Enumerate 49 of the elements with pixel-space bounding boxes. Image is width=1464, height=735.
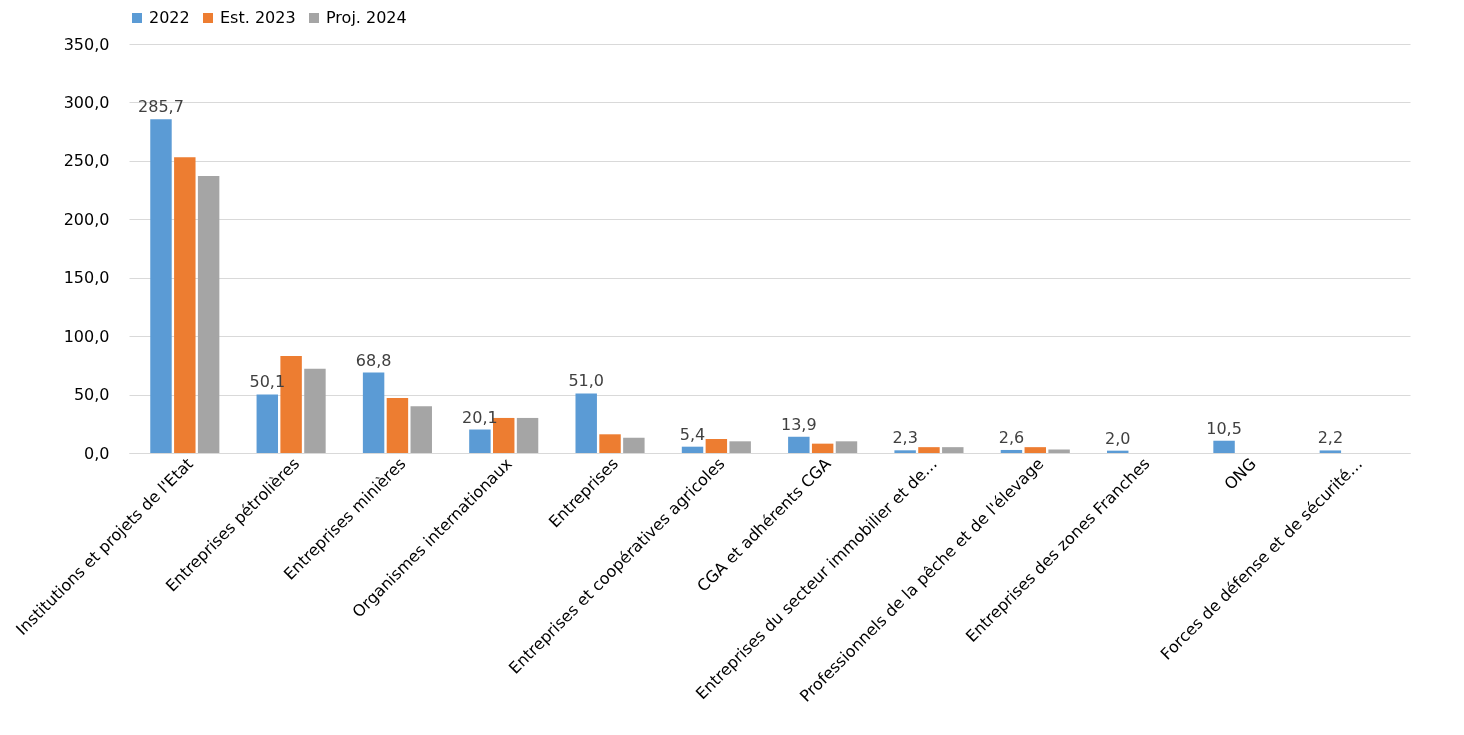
- bar: [623, 437, 645, 453]
- data-label: 2,3: [892, 428, 918, 448]
- y-tick-label: 250,0: [63, 151, 110, 171]
- bar: [575, 393, 597, 453]
- bar: [599, 434, 621, 453]
- bar: [1048, 449, 1070, 453]
- data-label: 13,9: [781, 414, 817, 434]
- data-label: 2,0: [1105, 428, 1131, 448]
- bar: [150, 119, 172, 453]
- bar: [386, 398, 409, 453]
- y-tick-label: 150,0: [63, 268, 110, 288]
- bar: [729, 441, 751, 453]
- data-label: 20,1: [462, 407, 498, 427]
- y-tick-label: 50,0: [73, 385, 110, 405]
- data-label: 2,6: [998, 427, 1025, 447]
- data-label: 68,8: [355, 350, 392, 370]
- data-label: 10,5: [1206, 418, 1242, 438]
- y-tick-label: 100,0: [63, 326, 110, 346]
- bar: [918, 447, 940, 453]
- bar: [894, 450, 916, 453]
- bar: [174, 157, 196, 453]
- data-label: 5,4: [679, 424, 706, 444]
- bar: [1319, 450, 1342, 453]
- bar: [304, 368, 326, 453]
- y-tick-label: 300,0: [63, 92, 110, 112]
- bar: [1000, 449, 1023, 453]
- data-label: 2,2: [1317, 428, 1344, 448]
- y-tick-label: 200,0: [63, 209, 110, 229]
- bar: [197, 176, 220, 453]
- bar: [942, 447, 964, 453]
- legend-label: Proj. 2024: [326, 8, 407, 27]
- bar: [681, 446, 704, 453]
- legend-label: 2022: [149, 8, 190, 27]
- bar: [362, 372, 385, 453]
- bar: [788, 436, 810, 453]
- data-label: 285,7: [138, 97, 184, 117]
- y-tick-label: 0,0: [84, 443, 110, 463]
- legend-label: Est. 2023: [220, 8, 296, 27]
- bar: [516, 417, 539, 453]
- bar: [410, 406, 432, 453]
- bar: [256, 394, 279, 453]
- data-label: 51,0: [568, 371, 605, 391]
- bar: [705, 438, 728, 453]
- bar: [1213, 440, 1235, 453]
- bar: [835, 441, 858, 453]
- bar: [1024, 447, 1046, 453]
- y-tick-label: 350,0: [63, 34, 110, 54]
- bar: [469, 429, 491, 453]
- bar: [811, 443, 834, 453]
